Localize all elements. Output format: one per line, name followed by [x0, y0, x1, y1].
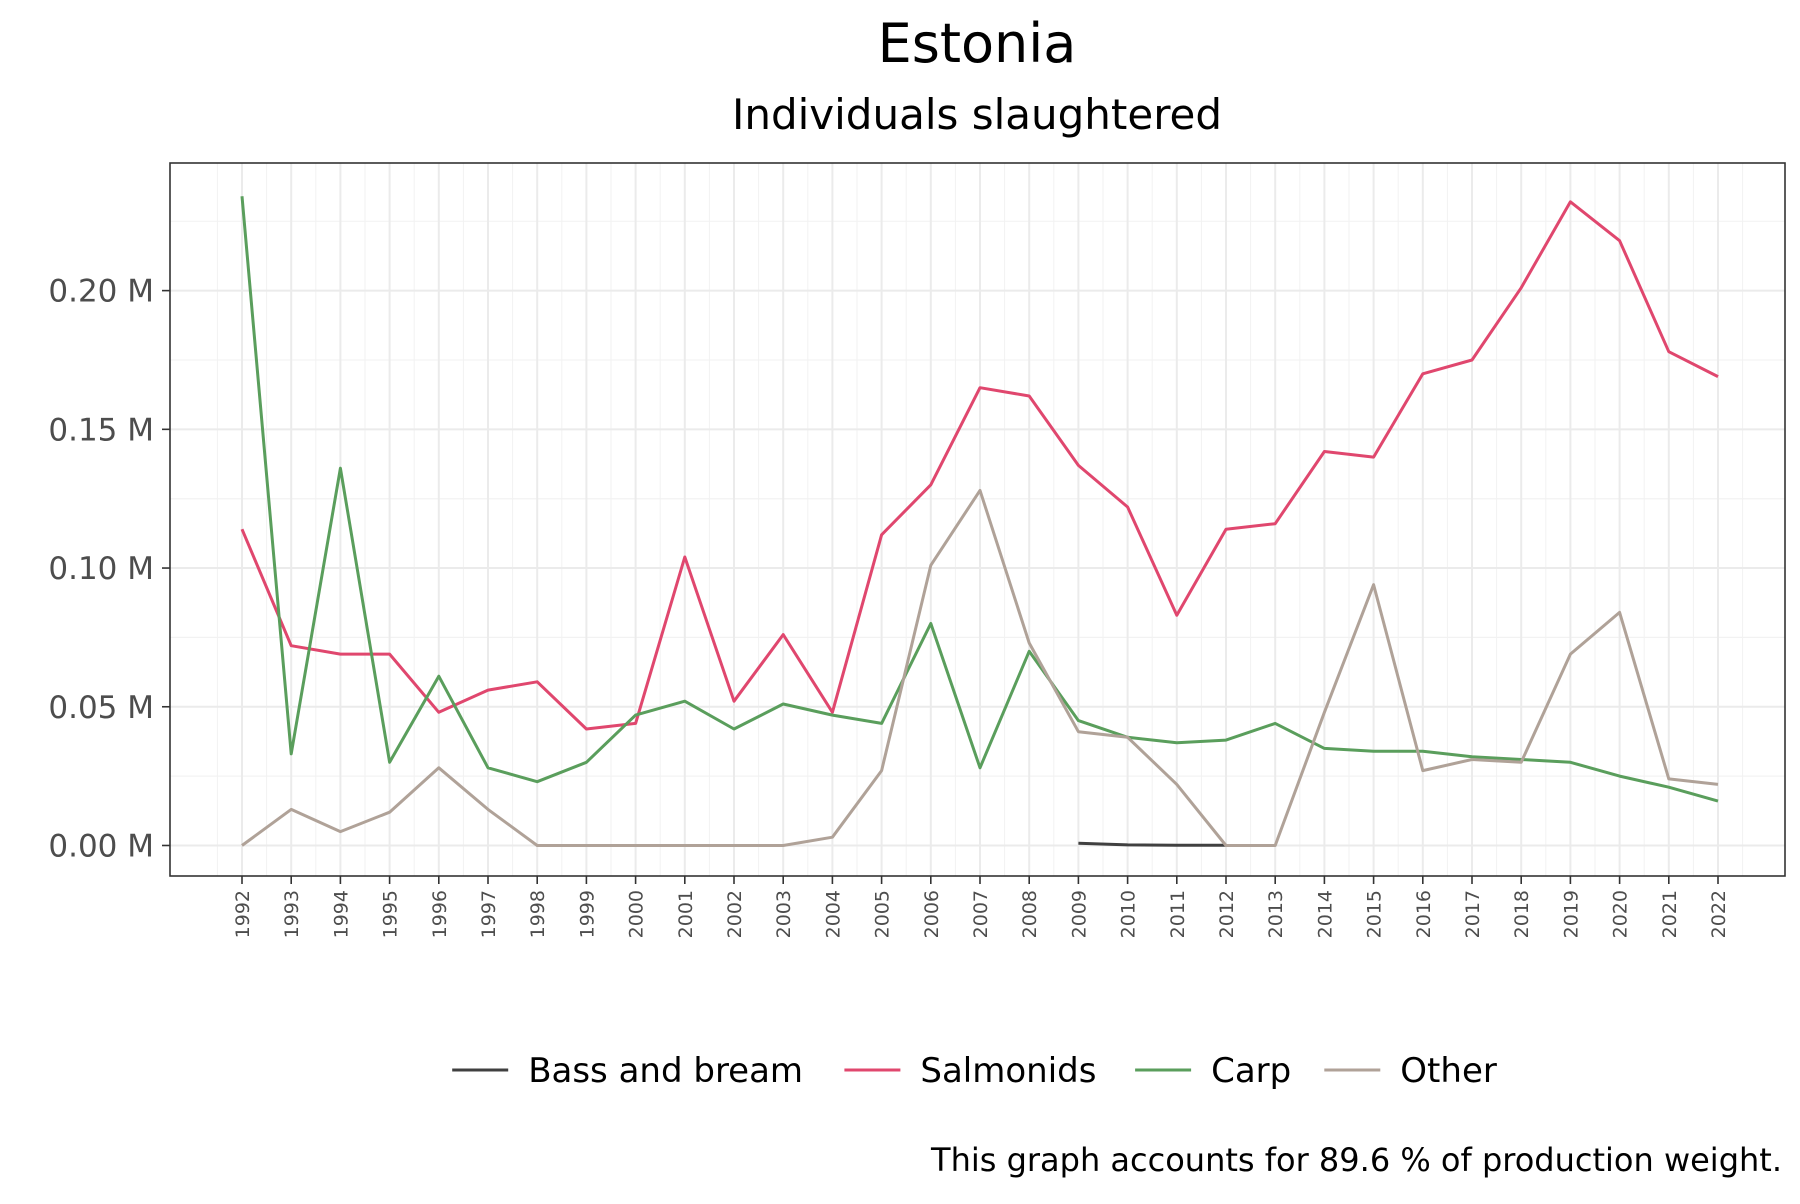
x-tick-label: 2011: [1167, 890, 1189, 938]
x-tick-label: 1993: [281, 890, 303, 938]
x-tick-label: 1999: [576, 890, 598, 938]
series-line-other: [241, 488, 1719, 847]
x-tick-label: 1996: [429, 890, 451, 938]
x-tick-label: 1998: [527, 890, 549, 938]
y-tick-label: 0.05 M: [48, 690, 154, 726]
x-tick-label: 2009: [1068, 890, 1090, 938]
panel-border: [169, 162, 1786, 877]
legend-label-other: Other: [1400, 1051, 1497, 1091]
x-tick-label: 2003: [773, 890, 795, 938]
y-tick-label: 0.10 M: [48, 551, 154, 587]
x-tick-label: 2000: [626, 890, 648, 938]
x-tick-label: 2018: [1511, 890, 1533, 938]
x-tick-label: 2020: [1610, 890, 1632, 938]
x-tick-label: 2015: [1364, 890, 1386, 938]
x-tick-label: 1992: [232, 890, 254, 938]
x-tick-label: 2016: [1413, 890, 1435, 938]
x-tick-label: 1997: [478, 890, 500, 938]
x-tick-label: 1994: [330, 890, 352, 938]
y-axis: 0.00 M 0.05 M 0.10 M 0.15 M 0.20 M: [48, 274, 170, 864]
x-tick-label: 2014: [1314, 890, 1336, 938]
x-tick-label: 1995: [380, 890, 402, 938]
legend: Bass and bream Salmonids Carp Other: [452, 1051, 1497, 1091]
x-tick-label: 2005: [872, 890, 894, 938]
x-tick-label: 2002: [724, 890, 746, 938]
chart-title: Estonia: [878, 12, 1077, 75]
legend-label-salmonids: Salmonids: [920, 1051, 1096, 1091]
legend-label-carp: Carp: [1211, 1051, 1291, 1091]
plot-panel: [169, 162, 1786, 877]
x-tick-label: 2004: [822, 890, 844, 938]
series-line-carp: [240, 196, 1719, 803]
legend-label-bass-and-bream: Bass and bream: [528, 1051, 803, 1091]
x-tick-label: 2021: [1659, 890, 1681, 938]
x-tick-label: 2017: [1462, 890, 1484, 938]
series-line-bass-and-bream: [1078, 841, 1226, 847]
x-tick-label: 2022: [1708, 890, 1730, 938]
x-tick-label: 2008: [1019, 890, 1041, 938]
grid-major: [170, 163, 1785, 876]
x-tick-label: 2019: [1560, 890, 1582, 938]
x-axis: 1992 1993 1994 1995 1996 1997 1998 1999 2000 2001…: [232, 876, 1730, 938]
y-tick-label: 0.15 M: [48, 412, 154, 448]
x-tick-label: 2012: [1216, 890, 1238, 938]
series-line-salmonids: [240, 200, 1719, 731]
y-tick-label: 0.00 M: [48, 828, 154, 864]
y-tick-label: 0.20 M: [48, 274, 154, 310]
x-tick-label: 2007: [970, 890, 992, 938]
x-tick-label: 2001: [675, 890, 697, 938]
grid-minor: [170, 163, 1785, 876]
x-tick-label: 2006: [921, 890, 943, 938]
chart-subtitle: Individuals slaughtered: [732, 90, 1222, 139]
chart-caption: This graph accounts for 89.6 % of produc…: [930, 1141, 1782, 1179]
series-layer: [240, 196, 1719, 847]
x-tick-label: 2013: [1265, 890, 1287, 938]
x-tick-label: 2010: [1118, 890, 1140, 938]
